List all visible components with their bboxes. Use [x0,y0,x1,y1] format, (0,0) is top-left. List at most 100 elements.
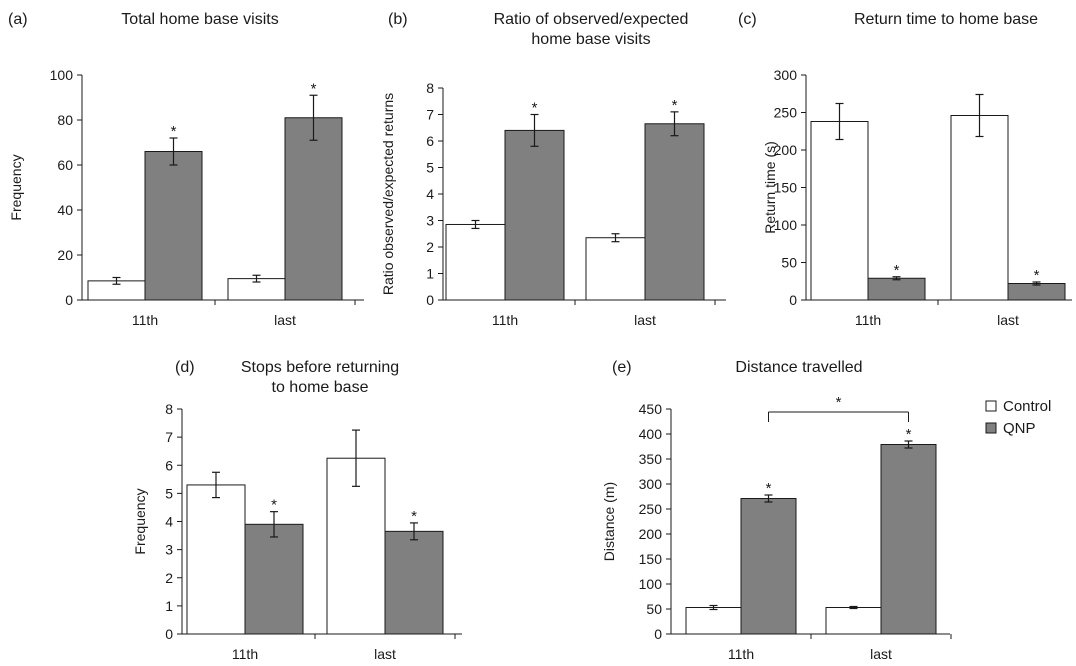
panel4-y-tick-label: 0 [165,626,173,642]
legend-label-control: Control [1003,398,1051,415]
panel5-y-tick-label: 150 [639,551,663,567]
panel1-bar-qnp [284,117,343,301]
panel4-y-tick-label: 2 [165,570,173,586]
panel5-x-tick-label: 11th [728,646,754,662]
panel5-bar-control [685,607,742,635]
panel5-y-tick-label: 200 [639,526,663,542]
panel1-y-tick-label: 100 [50,67,74,83]
panel1-y-axis-title: Frequency [8,154,24,220]
panel5-letter: (e) [612,359,632,376]
panel2-y-tick-label: 0 [426,292,434,308]
panel4-bar-qnp [384,530,444,635]
panel2-y-axis-title: Ratio observed/expected returns [380,93,396,295]
panel5-y-axis-title: Distance (m) [601,482,617,561]
panel5-bar-control [825,607,882,635]
panel2-significance-star: * [672,97,678,114]
panel4-x-tick-label: 11th [232,646,258,662]
panel4-title-line-1: Stops before returning [241,359,399,376]
panel3-bar-control [950,115,1009,301]
panel4-bar-control [326,457,386,635]
panel3-significance-star: * [1034,267,1040,284]
panel2-y-tick-label: 3 [426,213,434,229]
panel1-y-tick-label: 0 [65,292,73,308]
panel5-y-tick-label: 0 [654,626,662,642]
panel2-x-tick-label: last [634,312,656,328]
panel3-y-tick-label: 150 [774,180,798,196]
panel4-letter: (d) [175,359,195,376]
panel5-y-tick-label: 400 [639,426,663,442]
legend-label-qnp: QNP [1003,420,1036,437]
panel1-y-tick-label: 60 [57,157,73,173]
panel3: (c) Return time to home base Return time (… [738,11,1072,328]
panel5: (e) Distance travelled Distance (m) 0 50 100 1… [601,359,952,662]
panel4-y-tick-label: 6 [165,457,173,473]
panel2-letter: (b) [388,11,408,28]
panel5-x-tick-label: last [870,646,892,662]
panel3-y-tick-label: 100 [774,217,798,233]
panel3-bar-qnp [1007,283,1066,301]
legend-swatch-control [985,400,997,412]
panel2-y-tick-label: 7 [426,107,434,123]
panel2-y-tick-label: 8 [426,80,434,96]
panel5-y-tick-label: 100 [639,576,663,592]
panel4-y-tick-label: 1 [165,598,173,614]
panel5-y-tick-label: 50 [646,601,662,617]
panel4-y-tick-label: 5 [165,485,173,501]
panel2-y-tick-label: 2 [426,239,434,255]
panel1: (a) Total home base visits Frequency 0 20 40 6… [8,11,364,328]
panel4-y-tick-label: 7 [165,429,173,445]
panel5-significance-star: * [766,480,772,497]
panel1-title-line-1: Total home base visits [121,11,278,28]
panel4-title-line-2: to home base [272,379,369,396]
panel3-significance-star: * [894,262,900,279]
panel3-y-tick-label: 250 [774,105,798,121]
panel4-x-tick-label: last [374,646,396,662]
panel5-y-tick-label: 250 [639,501,663,517]
panel2-bar-control [445,223,506,301]
panel2-title-line-2: home base visits [531,31,650,48]
panel2-y-tick-label: 6 [426,133,434,149]
panel1-x-tick-label: 11th [132,312,158,328]
panel5-y-tick-label: 350 [639,451,663,467]
panel2-significance-star: * [532,100,538,117]
panel2-bar-control [585,237,646,301]
panel3-y-axis-title: Return time (s) [762,141,778,234]
panel5-significance-star: * [906,426,912,443]
panel3-y-tick-label: 0 [789,292,797,308]
panel3-bar-control [810,121,869,301]
panel4-y-axis-title: Frequency [132,488,148,554]
panel3-x-tick-label: last [997,312,1019,328]
panel2-y-tick-label: 1 [426,266,434,282]
panel4-y-tick-label: 8 [165,401,173,417]
panel2-y-tick-label: 4 [426,186,434,202]
panel4: (d) Stops before returning to home base Fre… [132,359,462,662]
panel1-significance-star: * [311,80,317,97]
panel1-y-tick-label: 40 [57,202,73,218]
panel4-significance-star: * [271,497,277,514]
panel4-significance-star: * [411,508,417,525]
panel3-x-tick-label: 11th [855,312,881,328]
panel1-y-tick-label: 20 [57,247,73,263]
panel5-y-tick-label: 450 [639,401,663,417]
panel5-bar-qnp [740,498,797,635]
panel5-comparison-bracket: * [768,394,909,422]
panel1-bar-qnp [144,151,203,301]
panel1-x-tick-label: last [274,312,296,328]
panel4-y-tick-label: 4 [165,514,173,530]
panel3-y-tick-label: 300 [774,67,798,83]
panel4-bar-control [186,484,246,635]
panel3-y-tick-label: 50 [781,255,797,271]
panel3-bar-qnp [867,277,926,301]
panel4-bar-qnp [244,523,304,635]
panel2-bar-qnp [644,123,705,301]
panel2-bar-qnp [504,129,565,301]
panel3-y-tick-label: 200 [774,142,798,158]
panel1-letter: (a) [8,11,28,28]
panel5-y-tick-label: 300 [639,476,663,492]
panel4-y-tick-label: 3 [165,542,173,558]
panel2: (b) Ratio of observed/expected home base v… [380,11,726,328]
panel3-letter: (c) [738,11,757,28]
panel1-significance-star: * [171,123,177,140]
panel2-x-tick-label: 11th [492,312,518,328]
